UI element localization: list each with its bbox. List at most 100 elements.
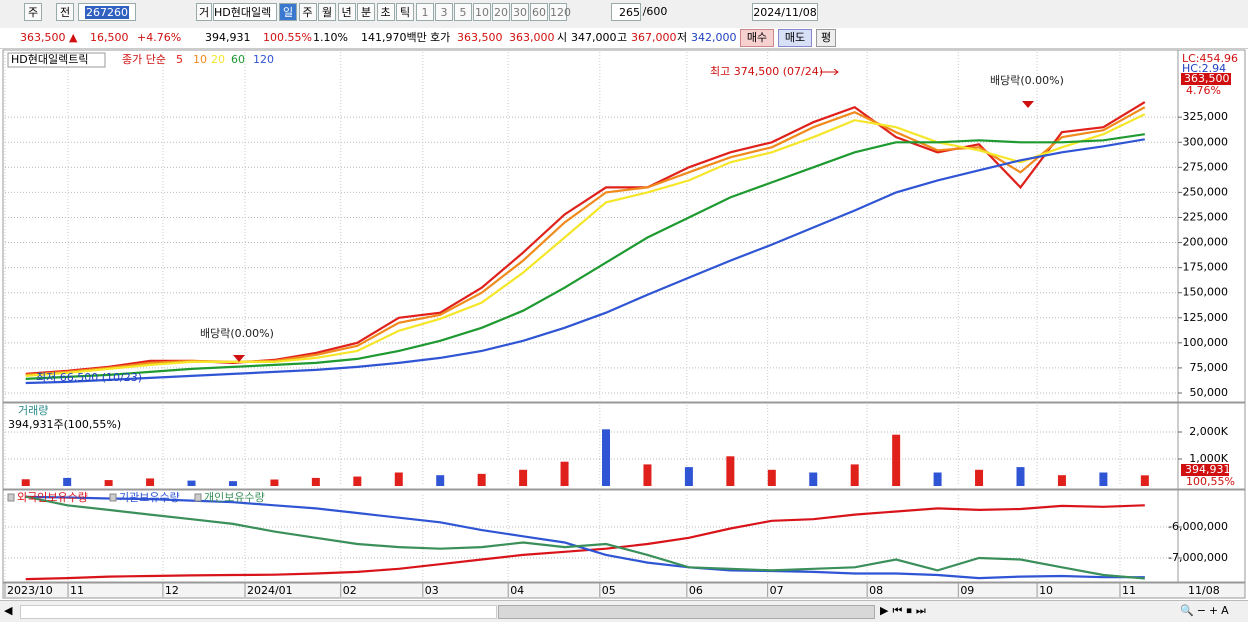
- x-axis-strip: [2, 582, 1246, 599]
- chart-subtitle: 394,931주(100,55%): [8, 418, 121, 431]
- zoom-buttons[interactable]: 🔍−+A: [1180, 604, 1232, 617]
- quote-high-label: 고: [617, 31, 628, 44]
- y-tick-label: 175,000: [1183, 261, 1229, 274]
- x-tick-label: 07: [770, 584, 784, 597]
- volume-bar: [519, 469, 528, 486]
- x-tick-label: 06: [689, 584, 703, 597]
- full-button[interactable]: 전: [56, 3, 74, 21]
- legend-entry: 20: [211, 53, 225, 66]
- quote-bar: [0, 28, 1248, 49]
- quote-change-pct: +4.76%: [137, 31, 182, 44]
- y-tick-label: 50,000: [1190, 386, 1229, 399]
- x-tick-label: 12: [165, 584, 179, 597]
- y-tick-label: 325,000: [1183, 110, 1229, 123]
- code-input[interactable]: 267260: [78, 3, 136, 21]
- last-volume-box: [1181, 464, 1229, 476]
- volume-bar: [809, 472, 818, 486]
- interval-button[interactable]: 10: [473, 3, 491, 21]
- y-tick-label: 100,000: [1183, 336, 1229, 349]
- quote-low: 342,000: [691, 31, 737, 44]
- period-tab[interactable]: 일: [279, 3, 297, 21]
- interval-button[interactable]: 20: [492, 3, 510, 21]
- scroll-left[interactable]: ◀: [4, 604, 13, 617]
- period-tab[interactable]: 주: [298, 3, 317, 21]
- series-line: [25, 495, 1145, 580]
- quote-volume: 394,931: [205, 31, 251, 44]
- code-text: 267260: [85, 6, 129, 19]
- series-line: [25, 106, 1146, 376]
- x-tick-label: 05: [602, 584, 616, 597]
- interval-button[interactable]: 120: [549, 3, 571, 21]
- annotation: 배당락(0.00%): [200, 327, 274, 340]
- chart-title: 거래량: [18, 404, 48, 417]
- period-button[interactable]: 주: [24, 3, 42, 21]
- x-tick-label: 09: [960, 584, 974, 597]
- right-label: LC:454.96: [1182, 52, 1238, 65]
- annotation-arrow: [820, 68, 839, 76]
- annotation-arrow: [233, 355, 245, 362]
- quote-bid: 363,000: [509, 31, 555, 44]
- period-tab[interactable]: 초: [376, 3, 395, 21]
- legend-entry: 5: [176, 53, 183, 66]
- series-line: [25, 495, 1145, 580]
- interval-button[interactable]: 5: [454, 3, 472, 21]
- volume-bar: [933, 472, 942, 486]
- sell-button[interactable]: 매도: [778, 29, 812, 47]
- quote-low-label: 저: [677, 31, 688, 44]
- x-tick-label: 2024/01: [247, 584, 293, 597]
- y-tick-label: 150,000: [1183, 286, 1229, 299]
- last-volume: 394,931: [1185, 463, 1231, 476]
- period-tab[interactable]: 분: [357, 3, 375, 21]
- chart: 50,000 75,000 100,000 125,000 150,000 175,000…: [2, 49, 1246, 599]
- y-tick-label: 275,000: [1183, 160, 1229, 173]
- volume-bar: [353, 476, 362, 486]
- period-tab[interactable]: 틱: [396, 3, 414, 21]
- annotation: 최고 374,500 (07/24): [710, 65, 823, 78]
- y-tick-label: 225,000: [1183, 210, 1229, 223]
- x-tick-label: 03: [425, 584, 439, 597]
- trade-button[interactable]: 거: [196, 3, 212, 21]
- volume-bar: [1016, 467, 1025, 486]
- period-tab[interactable]: 월: [318, 3, 336, 21]
- buy-button[interactable]: 매수: [740, 29, 774, 47]
- count-input[interactable]: 265: [611, 3, 641, 21]
- x-tick-label: 11: [70, 584, 84, 597]
- nav-buttons[interactable]: ▶⏮⏹⏭: [880, 604, 930, 617]
- legend-entry: 기관보유수량: [119, 491, 180, 504]
- chart-title: HD현대일렉트릭: [11, 52, 88, 66]
- period-tab[interactable]: 년: [337, 3, 356, 21]
- legend-swatch: [7, 493, 15, 502]
- name-box[interactable]: HD현대일렉: [213, 3, 277, 21]
- annotation: 배당락(0.00%): [990, 74, 1064, 87]
- interval-button[interactable]: 1: [416, 3, 434, 21]
- legend-swatch: [109, 493, 117, 502]
- legend-entry: 외국인보유수량: [17, 491, 88, 504]
- toolbar: 주 전 267260 거 HD현대일렉 일 주 월 년 분 초 틱 1 3 5 10 20 30 60 120 265/…: [0, 0, 1248, 29]
- y-tick-label: 200,000: [1183, 236, 1229, 249]
- scroll-thumb[interactable]: [498, 605, 875, 619]
- panel-frame: [2, 402, 1246, 490]
- avg-button[interactable]: 평: [816, 29, 836, 47]
- volume-bar: [767, 469, 776, 486]
- interval-button[interactable]: 3: [435, 3, 453, 21]
- volume-bar: [104, 480, 113, 486]
- volume-bar: [146, 478, 155, 486]
- last-price: 363,500: [1184, 72, 1230, 85]
- legend-swatch: [194, 493, 202, 502]
- last-change: 4.76%: [1186, 84, 1221, 97]
- quote-open-label: 시: [557, 31, 568, 44]
- interval-button[interactable]: 60: [530, 3, 548, 21]
- panel-frame: [2, 49, 1246, 403]
- quote-open: 347,000: [571, 31, 617, 44]
- volume-bar: [187, 480, 196, 486]
- x-tick-label: 08: [869, 584, 883, 597]
- right-label: HC:2.94: [1182, 62, 1226, 75]
- interval-button[interactable]: 30: [511, 3, 529, 21]
- volume-bar: [311, 477, 320, 486]
- volume-bar: [1099, 472, 1108, 486]
- volume-bar: [228, 481, 237, 486]
- date-input[interactable]: 2024/11/08: [752, 3, 818, 21]
- volume-bar: [726, 456, 735, 486]
- max-count: /600: [642, 5, 668, 18]
- scroll-track: [20, 605, 497, 619]
